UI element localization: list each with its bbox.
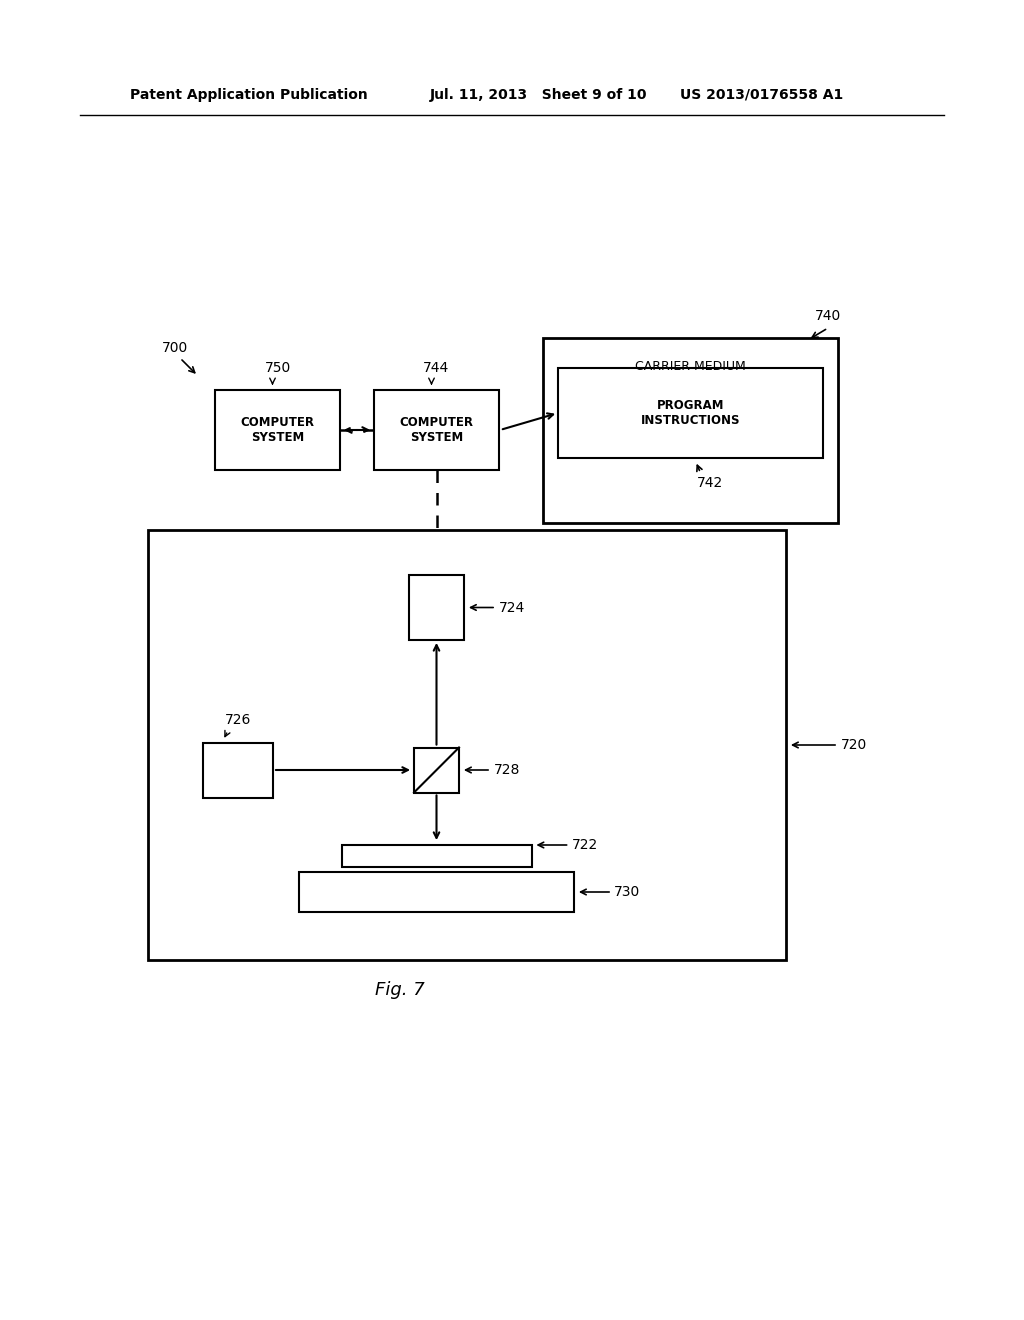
Text: Jul. 11, 2013   Sheet 9 of 10: Jul. 11, 2013 Sheet 9 of 10	[430, 88, 647, 102]
Text: 740: 740	[815, 309, 841, 323]
Bar	[374, 389, 499, 470]
Text: 724: 724	[499, 601, 525, 615]
Text: 730: 730	[614, 884, 640, 899]
Bar	[299, 873, 574, 912]
Text: Fig. 7: Fig. 7	[375, 981, 425, 999]
Bar	[409, 576, 464, 640]
Text: COMPUTER
SYSTEM: COMPUTER SYSTEM	[399, 416, 473, 444]
Bar	[414, 747, 459, 792]
Text: 742: 742	[697, 477, 724, 490]
Bar	[215, 389, 340, 470]
Text: 744: 744	[423, 360, 450, 375]
Bar	[341, 845, 531, 867]
Text: US 2013/0176558 A1: US 2013/0176558 A1	[680, 88, 843, 102]
Bar	[543, 338, 838, 523]
Text: 750: 750	[264, 360, 291, 375]
Text: COMPUTER
SYSTEM: COMPUTER SYSTEM	[241, 416, 314, 444]
Bar	[203, 742, 273, 797]
Text: 728: 728	[494, 763, 520, 777]
Text: CARRIER MEDIUM: CARRIER MEDIUM	[635, 359, 745, 372]
Text: 700: 700	[162, 341, 188, 355]
Bar	[148, 531, 786, 960]
Text: Patent Application Publication: Patent Application Publication	[130, 88, 368, 102]
Text: 722: 722	[571, 838, 598, 851]
Text: PROGRAM
INSTRUCTIONS: PROGRAM INSTRUCTIONS	[641, 399, 740, 426]
Bar	[558, 368, 823, 458]
Text: 720: 720	[841, 738, 867, 752]
Text: 726: 726	[225, 714, 251, 727]
